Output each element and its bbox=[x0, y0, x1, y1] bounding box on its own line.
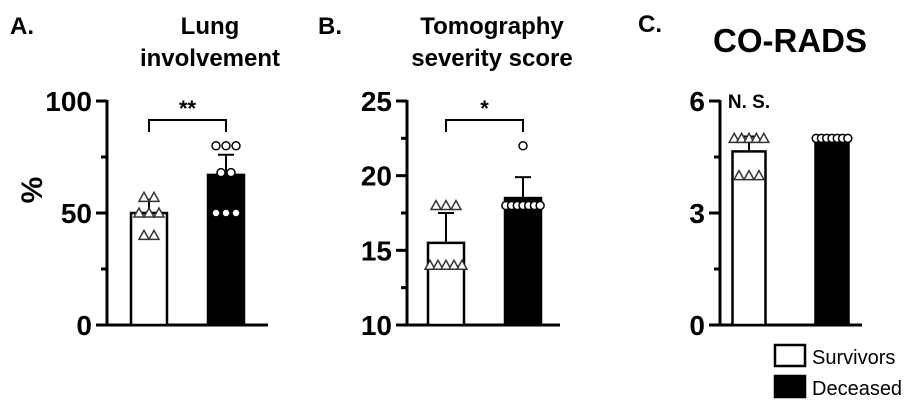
data-point-triangle bbox=[137, 190, 151, 203]
legend-label-deceased: Deceased bbox=[812, 378, 902, 400]
data-point-triangle bbox=[147, 228, 161, 241]
significance-label: ** bbox=[179, 96, 197, 121]
data-point-circle bbox=[843, 133, 853, 144]
significance-bracket bbox=[445, 119, 524, 132]
panel-b-title-line2: severity score bbox=[411, 45, 572, 72]
legend-swatch-deceased bbox=[773, 374, 807, 399]
data-point-triangle bbox=[147, 190, 161, 203]
y-tick-label: 6 bbox=[689, 86, 705, 117]
panel-c-label: C. bbox=[638, 11, 662, 38]
data-point-triangle bbox=[735, 131, 748, 144]
data-point-triangle bbox=[455, 258, 469, 271]
panel-0-plot: 0 50 100 ** bbox=[45, 86, 268, 341]
panel-b-label: B. bbox=[318, 13, 342, 40]
bar-deceased bbox=[814, 137, 850, 327]
data-point-triangle bbox=[752, 169, 766, 181]
data-point-circle bbox=[211, 141, 221, 151]
panel-a-ylabel: % bbox=[16, 177, 49, 204]
data-point-circle bbox=[216, 167, 226, 178]
y-tick-label: 25 bbox=[361, 86, 392, 117]
significance-label: * bbox=[480, 96, 489, 121]
panel-2-plot: 0 3 6 N. S. bbox=[689, 86, 862, 341]
y-tick-label: 100 bbox=[45, 86, 92, 117]
bar-deceased bbox=[503, 196, 543, 327]
data-point-triangle bbox=[449, 198, 463, 211]
bar-deceased bbox=[206, 173, 246, 327]
y-tick-label: 20 bbox=[361, 161, 392, 192]
panel-a-title-line1: Lung bbox=[181, 13, 240, 40]
data-point-triangle bbox=[142, 206, 156, 218]
panel-a-label: A. bbox=[10, 13, 34, 40]
panel-b-title-line1: Tomography bbox=[420, 13, 564, 40]
data-point-triangle bbox=[423, 258, 437, 271]
data-point-triangle bbox=[727, 131, 741, 144]
data-point-triangle bbox=[447, 258, 461, 271]
legend-label-survivors: Survivors bbox=[812, 347, 895, 369]
bar-survivors bbox=[129, 211, 169, 327]
data-point-triangle bbox=[750, 131, 763, 144]
data-point-triangle bbox=[439, 258, 453, 271]
data-point-circle bbox=[221, 208, 231, 218]
data-point-triangle bbox=[439, 198, 453, 211]
y-tick-label: 3 bbox=[689, 198, 705, 229]
data-point-circle bbox=[231, 141, 241, 151]
data-point-circle bbox=[211, 208, 221, 218]
data-point-triangle bbox=[742, 131, 756, 144]
data-point-triangle bbox=[757, 131, 771, 144]
y-tick-label: 0 bbox=[689, 310, 705, 341]
data-point-triangle bbox=[132, 206, 146, 218]
panel-c-title: CO-RADS bbox=[713, 22, 867, 59]
data-point-triangle bbox=[431, 258, 445, 271]
y-tick-label: 10 bbox=[361, 310, 392, 341]
data-point-circle bbox=[518, 141, 528, 151]
data-point-triangle bbox=[429, 198, 443, 211]
data-point-circle bbox=[231, 208, 241, 218]
data-point-circle bbox=[535, 200, 545, 211]
data-point-circle bbox=[221, 141, 231, 151]
panel-a-title-line2: involvement bbox=[140, 45, 280, 72]
y-tick-label: 15 bbox=[361, 235, 392, 266]
legend-swatch-survivors bbox=[773, 343, 807, 368]
y-tick-label: 0 bbox=[76, 310, 92, 341]
significance-bracket bbox=[148, 119, 227, 132]
data-point-triangle bbox=[742, 169, 756, 181]
bar-survivors bbox=[426, 241, 466, 327]
data-point-circle bbox=[226, 167, 236, 178]
data-point-triangle bbox=[137, 228, 151, 241]
significance-label: N. S. bbox=[728, 92, 770, 113]
y-tick-label: 50 bbox=[61, 198, 92, 229]
data-point-triangle bbox=[152, 206, 166, 218]
panel-1-plot: 10 15 20 25 * bbox=[361, 86, 560, 341]
data-point-triangle bbox=[732, 169, 746, 181]
